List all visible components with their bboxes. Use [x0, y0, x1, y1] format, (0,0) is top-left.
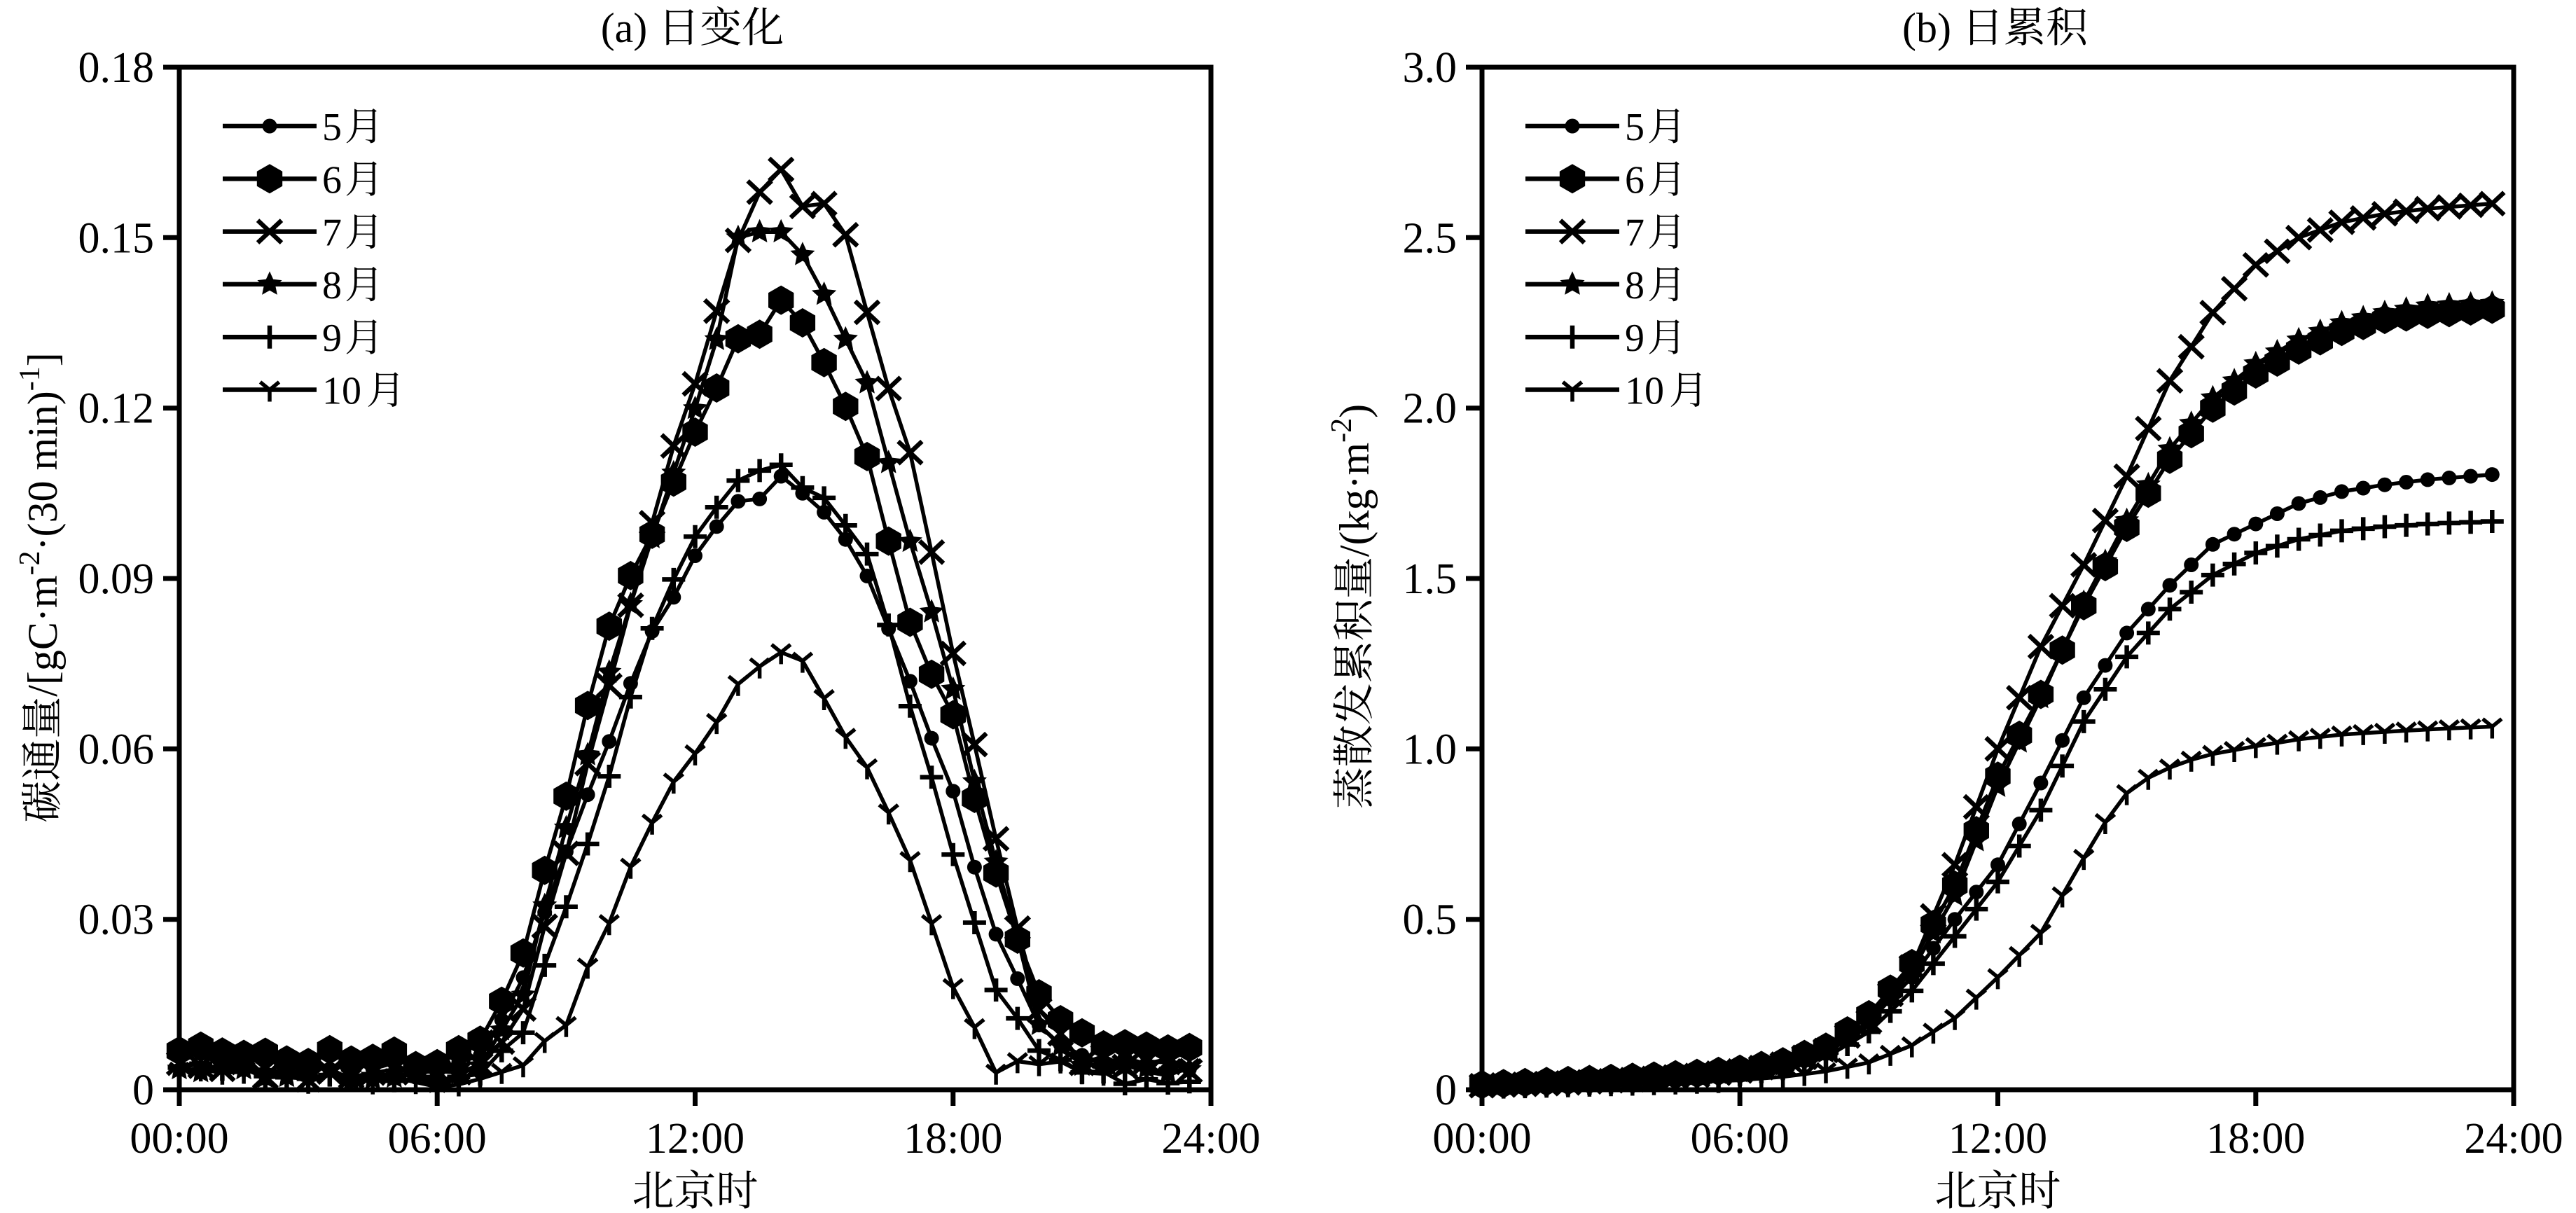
svg-text:-2: -2 — [1326, 418, 1358, 443]
svg-text:7: 7 — [322, 212, 342, 255]
svg-text:1.5: 1.5 — [1403, 555, 1457, 603]
svg-text:8: 8 — [1625, 264, 1644, 307]
svg-text:/[gC·m: /[gC·m — [20, 575, 66, 696]
svg-text:8: 8 — [322, 264, 342, 307]
svg-text:): ) — [1331, 404, 1378, 418]
svg-text:0.03: 0.03 — [78, 896, 155, 944]
svg-text:]: ] — [20, 352, 66, 366]
svg-text:6: 6 — [1625, 158, 1644, 202]
svg-text:0.12: 0.12 — [78, 385, 155, 433]
svg-text:0.06: 0.06 — [78, 726, 155, 773]
svg-text:(a): (a) — [601, 5, 658, 51]
svg-text:12:00: 12:00 — [646, 1115, 745, 1163]
svg-text:-1: -1 — [14, 366, 46, 391]
svg-text:18:00: 18:00 — [2206, 1115, 2305, 1163]
svg-text:2.0: 2.0 — [1403, 385, 1457, 433]
svg-text:9: 9 — [1625, 317, 1644, 360]
svg-text:2.5: 2.5 — [1403, 214, 1457, 262]
svg-text:3.0: 3.0 — [1403, 44, 1457, 92]
svg-text:24:00: 24:00 — [1161, 1115, 1260, 1163]
svg-text:5: 5 — [1625, 106, 1644, 149]
svg-text:00:00: 00:00 — [130, 1115, 228, 1163]
svg-text:9: 9 — [322, 317, 342, 360]
svg-text:0.15: 0.15 — [78, 214, 155, 262]
svg-text:·(30 min): ·(30 min) — [20, 391, 66, 550]
svg-text:6: 6 — [322, 158, 342, 202]
svg-text:10: 10 — [322, 370, 361, 413]
svg-text:0.09: 0.09 — [78, 555, 155, 603]
svg-text:0: 0 — [132, 1067, 154, 1114]
svg-text:1.0: 1.0 — [1403, 726, 1457, 773]
svg-text:7: 7 — [1625, 212, 1644, 255]
svg-text:-2: -2 — [14, 551, 46, 576]
svg-text:00:00: 00:00 — [1432, 1115, 1531, 1163]
svg-text:24:00: 24:00 — [2464, 1115, 2563, 1163]
svg-text:12:00: 12:00 — [1948, 1115, 2047, 1163]
svg-text:0.18: 0.18 — [78, 44, 155, 92]
svg-text:(b): (b) — [1902, 5, 1962, 51]
svg-text:06:00: 06:00 — [1691, 1115, 1789, 1163]
svg-text:/(kg·m: /(kg·m — [1331, 443, 1378, 557]
svg-text:10: 10 — [1625, 370, 1664, 413]
svg-text:18:00: 18:00 — [903, 1115, 1002, 1163]
svg-text:5: 5 — [322, 106, 342, 149]
svg-text:0: 0 — [1435, 1067, 1457, 1114]
svg-text:0.5: 0.5 — [1403, 896, 1457, 944]
svg-text:06:00: 06:00 — [388, 1115, 487, 1163]
